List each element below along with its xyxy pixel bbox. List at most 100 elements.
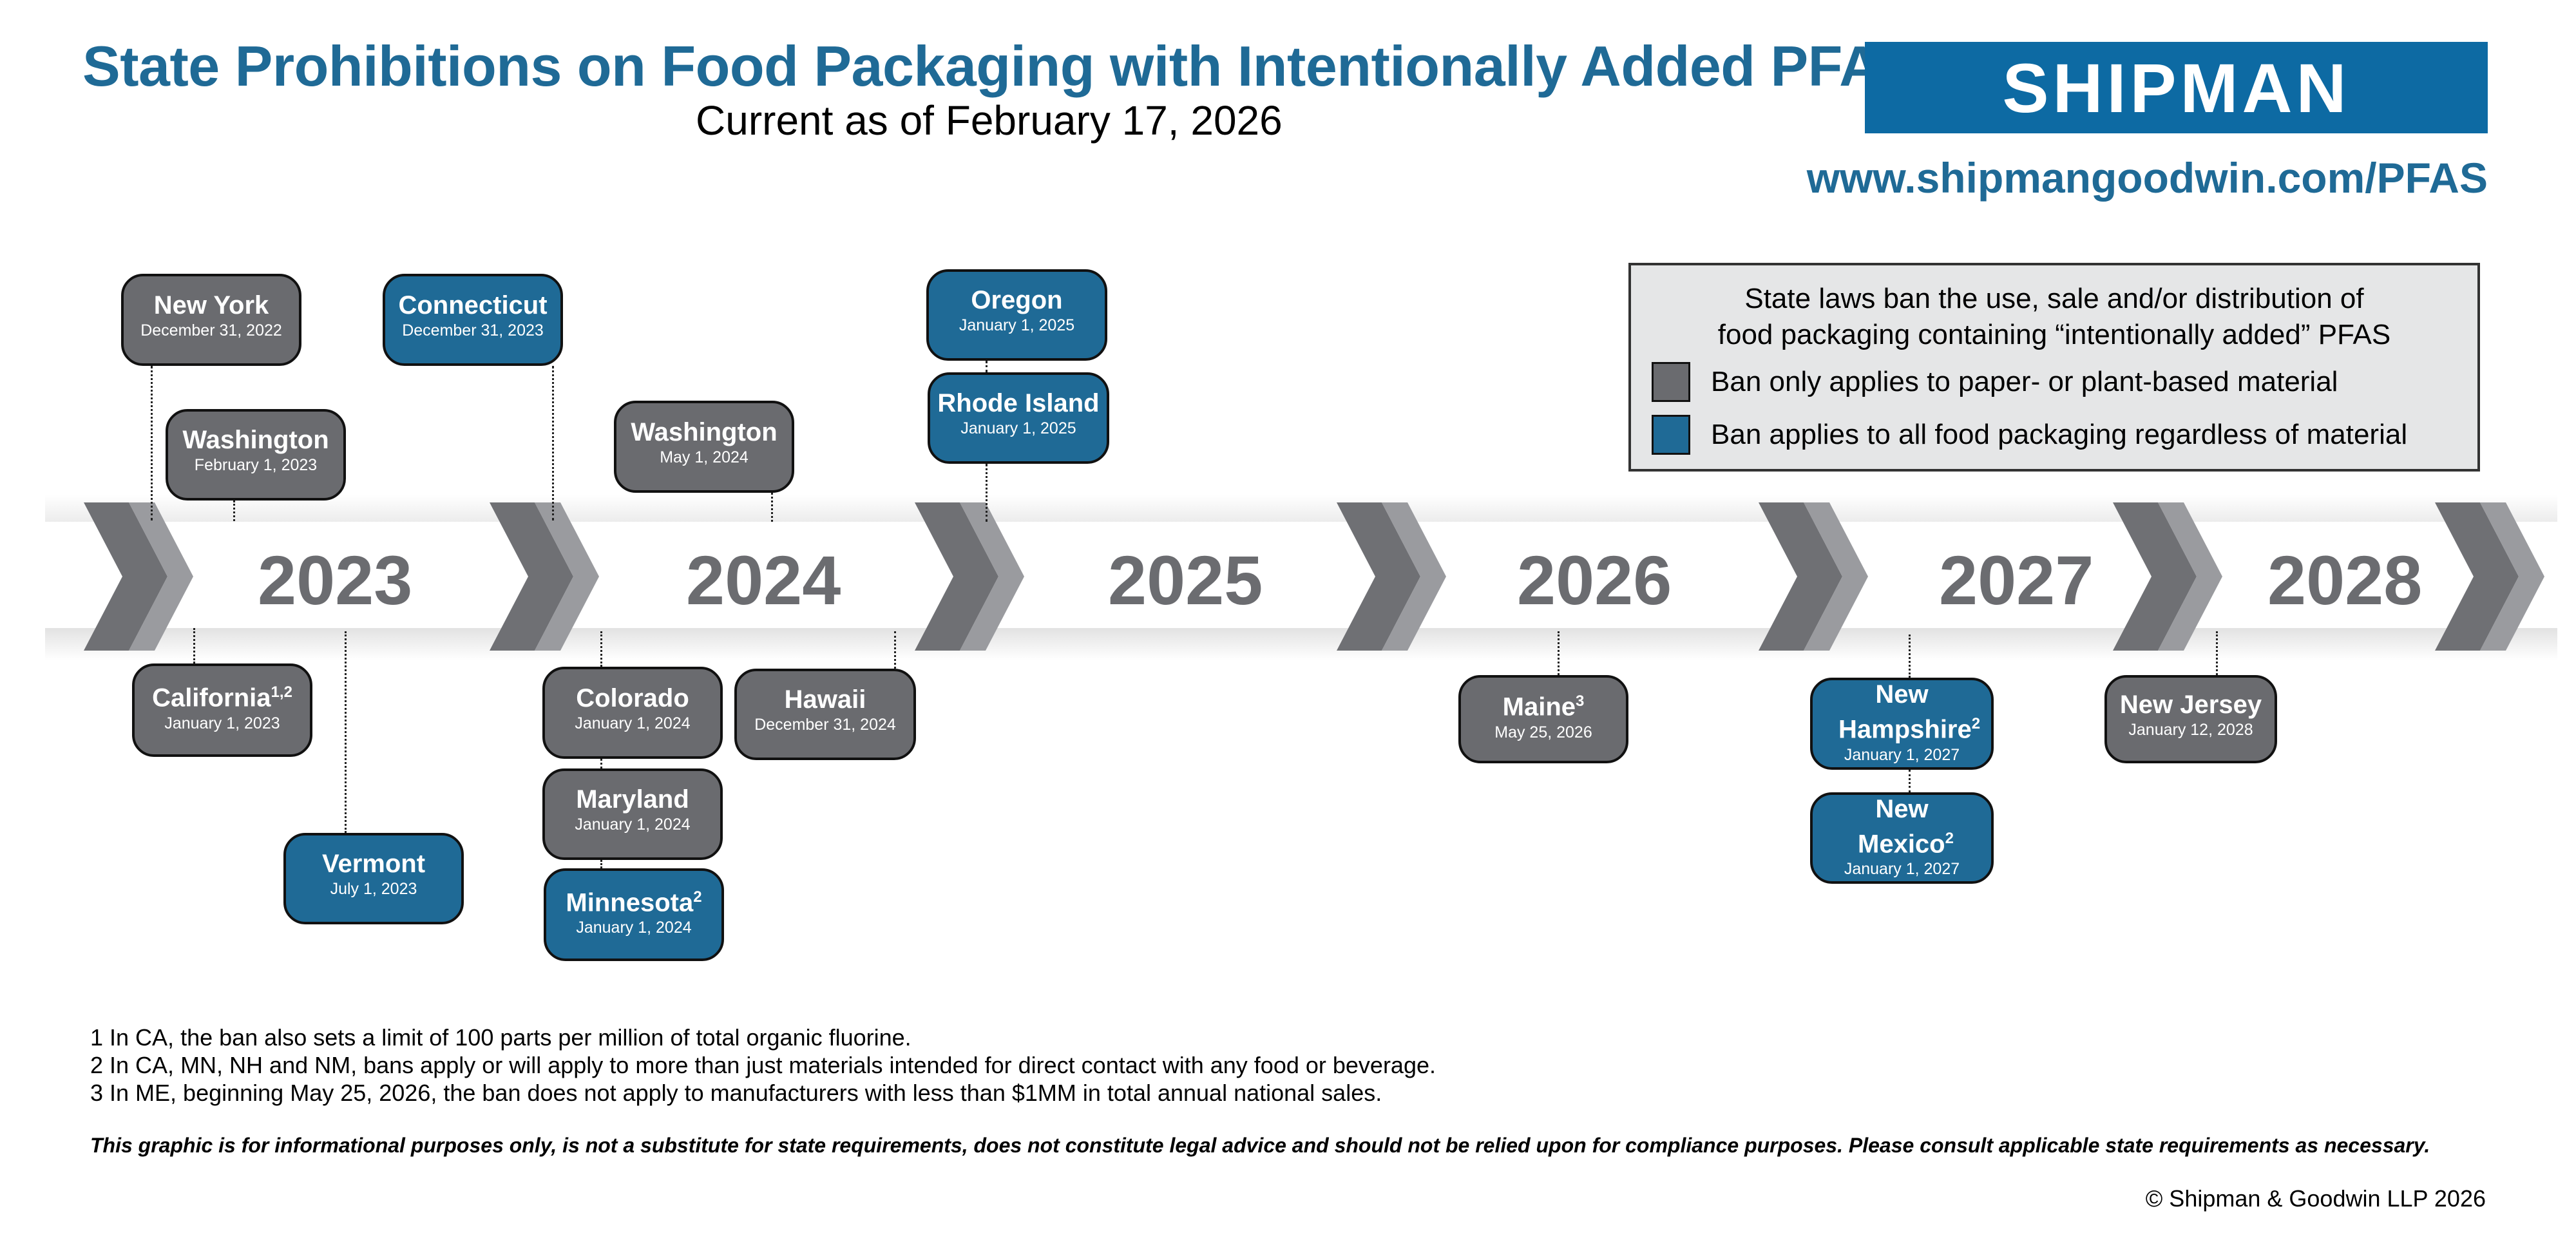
- connector-line: [233, 501, 235, 521]
- connector-line: [600, 759, 602, 768]
- connector-line: [1558, 631, 1560, 675]
- event-oregon: Oregon January 1, 2025: [926, 269, 1107, 361]
- page-title: State Prohibitions on Food Packaging wit…: [82, 34, 1918, 98]
- event-colorado: Colorado January 1, 2024: [542, 667, 723, 759]
- effective-date: July 1, 2023: [330, 880, 417, 898]
- effective-date: January 1, 2024: [575, 714, 691, 732]
- effective-date: May 25, 2026: [1494, 723, 1592, 741]
- legend-title: State laws ban the use, sale and/or dist…: [1631, 281, 2477, 353]
- connector-line: [552, 366, 554, 520]
- state-name: New Jersey: [2119, 690, 2262, 719]
- effective-date: February 1, 2023: [194, 456, 318, 474]
- footnote-marker: 2: [1945, 829, 1954, 847]
- effective-date: December 31, 2022: [140, 321, 282, 339]
- effective-date: January 12, 2028: [2128, 720, 2253, 739]
- state-name: New Hampshire: [1838, 680, 1972, 744]
- state-name: Washington: [182, 426, 329, 454]
- connector-line: [1909, 770, 1911, 792]
- year-label-2025: 2025: [1108, 541, 1263, 619]
- connector-line: [771, 493, 773, 522]
- state-name: Vermont: [321, 850, 426, 878]
- event-new-york: New York December 31, 2022: [121, 274, 301, 366]
- state-name: Maine: [1502, 692, 1576, 721]
- connector-line: [151, 366, 153, 520]
- chevron-arrow-icon: [2113, 502, 2222, 651]
- chevron-arrow-icon: [84, 502, 193, 651]
- connector-line: [1909, 634, 1911, 678]
- connector-line: [986, 464, 987, 522]
- legend-title-line-1: State laws ban the use, sale and/or dist…: [1744, 283, 2364, 314]
- year-label-2026: 2026: [1517, 541, 1672, 619]
- state-name: Connecticut: [398, 291, 548, 320]
- footnote-marker: 2: [1971, 715, 1981, 733]
- effective-date: January 1, 2025: [960, 419, 1076, 437]
- state-name: Hawaii: [784, 685, 866, 714]
- footnote-marker: 3: [1576, 692, 1585, 711]
- state-name: Washington: [631, 417, 778, 446]
- event-new-jersey: New Jersey January 12, 2028: [2104, 675, 2277, 763]
- footnote-3: 3 In ME, beginning May 25, 2026, the ban…: [90, 1080, 1382, 1106]
- connector-line: [600, 631, 602, 667]
- website-url[interactable]: www.shipmangoodwin.com/PFAS: [1806, 154, 2488, 202]
- state-name: Rhode Island: [937, 389, 1100, 417]
- state-name: Minnesota: [566, 888, 694, 917]
- event-new-mexico: New Mexico2 January 1, 2027: [1810, 792, 1994, 884]
- year-label-2024: 2024: [686, 541, 841, 619]
- event-minnesota: Minnesota2 January 1, 2024: [544, 868, 724, 961]
- effective-date: January 1, 2024: [575, 816, 691, 834]
- connector-line: [193, 628, 195, 663]
- footnote-marker: 2: [693, 888, 702, 906]
- connector-line: [600, 860, 602, 868]
- event-connecticut: Connecticut December 31, 2023: [383, 274, 563, 366]
- legend-title-line-2: food packaging containing “intentionally…: [1717, 319, 2391, 350]
- event-hawaii: Hawaii December 31, 2024: [734, 669, 916, 760]
- footnote-1: 1 In CA, the ban also sets a limit of 10…: [90, 1024, 911, 1051]
- effective-date: January 1, 2025: [959, 316, 1075, 334]
- state-name: New York: [153, 291, 269, 320]
- state-name: Colorado: [576, 683, 689, 712]
- disclaimer: This graphic is for informational purpos…: [90, 1134, 2430, 1157]
- connector-line: [986, 361, 987, 372]
- event-maine: Maine3 May 25, 2026: [1458, 675, 1628, 763]
- legend-label: Ban applies to all food packaging regard…: [1711, 419, 2408, 450]
- legend-item-gray: Ban only applies to paper- or plant-base…: [1652, 362, 2338, 402]
- effective-date: January 1, 2024: [576, 919, 692, 937]
- effective-date: January 1, 2027: [1844, 745, 1960, 764]
- event-rhode-island: Rhode Island January 1, 2025: [928, 372, 1109, 464]
- effective-date: May 1, 2024: [660, 448, 749, 466]
- chevron-arrow-icon: [915, 502, 1024, 651]
- effective-date: January 1, 2027: [1844, 860, 1960, 879]
- page-subtitle: Current as of February 17, 2026: [696, 97, 1283, 144]
- legend-item-blue: Ban applies to all food packaging regard…: [1652, 415, 2407, 455]
- shipman-logo: SHIPMAN: [1865, 42, 2488, 133]
- event-washington-2023: Washington February 1, 2023: [166, 409, 346, 501]
- blue-swatch-icon: [1652, 415, 1690, 455]
- chevron-arrow-icon: [1759, 502, 1868, 651]
- state-name: Oregon: [971, 286, 1063, 314]
- event-vermont: Vermont July 1, 2023: [283, 833, 464, 924]
- state-name: New Mexico: [1858, 794, 1945, 859]
- event-washington-2024: Washington May 1, 2024: [614, 401, 794, 493]
- state-name: California: [152, 683, 271, 712]
- footnote-2: 2 In CA, MN, NH and NM, bans apply or wi…: [90, 1052, 1436, 1078]
- connector-line: [894, 631, 896, 669]
- year-label-2027: 2027: [1939, 541, 2094, 619]
- connector-line: [2216, 631, 2218, 675]
- copyright: © Shipman & Goodwin LLP 2026: [2145, 1185, 2486, 1212]
- event-new-hampshire: New Hampshire2 January 1, 2027: [1810, 678, 1994, 770]
- connector-line: [345, 631, 347, 833]
- chevron-arrow-icon: [1337, 502, 1446, 651]
- footnote-marker: 1,2: [271, 683, 292, 701]
- event-california: California1,2 January 1, 2023: [132, 663, 312, 757]
- legend-label: Ban only applies to paper- or plant-base…: [1711, 366, 2338, 397]
- legend-box: State laws ban the use, sale and/or dist…: [1628, 263, 2480, 472]
- chevron-arrow-icon: [2435, 502, 2544, 651]
- chevron-arrow-icon: [490, 502, 599, 651]
- state-name: Maryland: [576, 785, 689, 814]
- effective-date: January 1, 2023: [164, 714, 280, 732]
- year-label-2028: 2028: [2267, 541, 2423, 619]
- effective-date: December 31, 2023: [402, 321, 544, 339]
- gray-swatch-icon: [1652, 362, 1690, 402]
- event-maryland: Maryland January 1, 2024: [542, 768, 723, 860]
- year-label-2023: 2023: [258, 541, 413, 619]
